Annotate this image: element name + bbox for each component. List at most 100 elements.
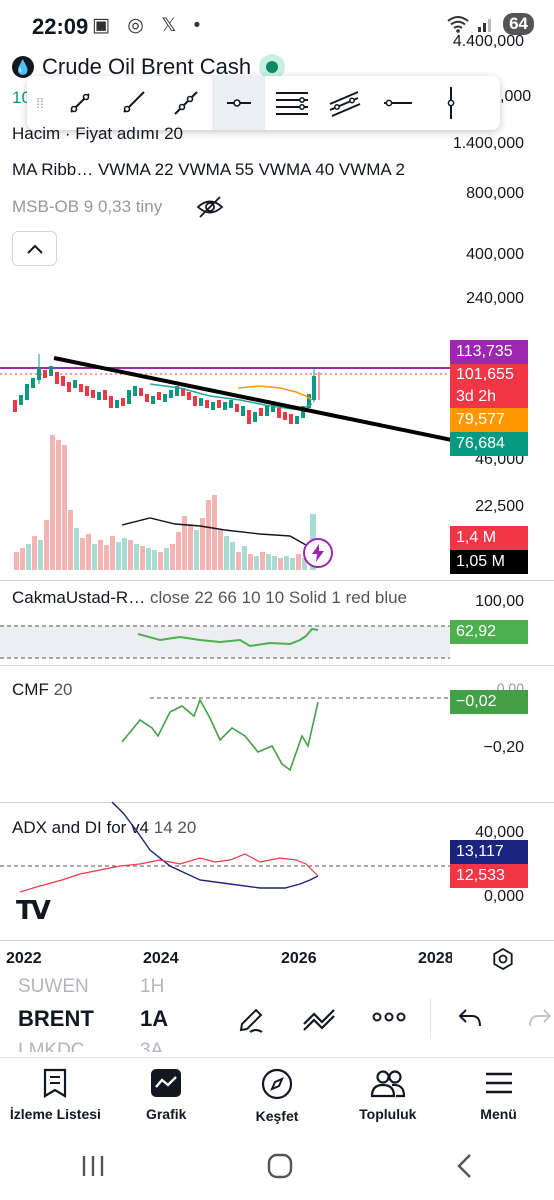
horizontal-line-icon[interactable] (371, 76, 424, 130)
more-options-icon[interactable] (372, 1012, 406, 1022)
vertical-line-icon[interactable] (424, 76, 477, 130)
cakma-axis-100: 100,00 (475, 593, 524, 610)
nav-label-menu: Menü (480, 1106, 517, 1122)
cmf-indicator-title[interactable]: CMF 20 (12, 680, 72, 700)
adx-blue-tag: 13,117 (450, 840, 528, 864)
axis-label-4400: 4.400,000 (452, 33, 524, 50)
partial-axis-label: ,000 (500, 88, 532, 105)
cmf-name: CMF (12, 680, 49, 699)
bar-countdown: 3d 2h (456, 388, 497, 405)
compass-icon (261, 1068, 293, 1100)
hidden-eye-icon[interactable] (196, 195, 224, 219)
nav-explore[interactable]: Keşfet (222, 1058, 333, 1132)
nav-chart[interactable]: Grafik (111, 1058, 222, 1132)
interval-selector[interactable]: 1A (140, 1006, 169, 1031)
symbol-next[interactable]: LMKDC (18, 1040, 85, 1052)
symbol-interval-bar: SUWEN 1H BRENT 1A LMKDC 3A (0, 976, 554, 1052)
signal-icon (478, 19, 492, 32)
symbol-selector[interactable]: BRENT (18, 1006, 94, 1031)
adx-name: ADX and DI for v4 (12, 818, 150, 837)
descending-trend-line (53, 356, 452, 442)
adx-axis-0: 0,000 (483, 888, 524, 905)
cmf-pane[interactable] (0, 690, 452, 780)
symbol-prev[interactable]: SUWEN (18, 976, 89, 997)
pane-separator[interactable] (0, 665, 554, 666)
symbol-name: Crude Oil Brent Cash (42, 54, 252, 79)
nav-label-chart: Grafik (145, 1106, 187, 1122)
cakma-indicator-title[interactable]: CakmaUstad-R… close 22 66 10 10 Solid 1 … (12, 588, 407, 608)
pencil-icon[interactable] (236, 1002, 268, 1034)
drawing-toolbar: ⁞⁞ (27, 76, 500, 130)
oil-drop-icon: 💧 (12, 56, 34, 78)
adx-axis-40: 40,000 (475, 824, 524, 841)
vwma-orange-line (237, 385, 313, 401)
nav-menu[interactable]: Menü (443, 1058, 554, 1132)
system-navigation-bar (0, 1132, 554, 1200)
volume-tag-black: 1,05 M (450, 550, 528, 574)
volume-legend[interactable]: Hacim · Fiyat adımı 20 (12, 124, 183, 143)
parallel-channel-icon[interactable] (265, 76, 318, 130)
ma-ribbon-legend[interactable]: MA Ribb… VWMA 22 VWMA 55 VWMA 40 VWMA 2 (12, 160, 406, 179)
adx-indicator-title[interactable]: ADX and DI for v4 14 20 (12, 818, 196, 838)
cakma-value-tag: 62,92 (450, 620, 528, 644)
nav-label-explore: Keşfet (255, 1108, 299, 1124)
time-label-2028: 2028 (418, 950, 452, 967)
bottom-navigation: İzleme Listesi Grafik Keşfet Topluluk Me… (0, 1057, 554, 1132)
interval-next[interactable]: 3A (140, 1040, 164, 1052)
nav-watchlist[interactable]: İzleme Listesi (0, 1058, 111, 1132)
horizontal-ray-icon[interactable] (212, 76, 265, 130)
cakma-pane[interactable] (0, 620, 452, 662)
cakma-name: CakmaUstad-R… (12, 588, 146, 607)
ray-icon[interactable] (106, 76, 159, 130)
interval-prev[interactable]: 1H (140, 976, 165, 997)
status-bar: 22:09 ▣ ◎ 𝕏 • 64 (0, 0, 554, 50)
nav-community[interactable]: Topluluk (332, 1058, 443, 1132)
indicators-icon[interactable] (302, 1004, 336, 1032)
time-label-2022: 2022 (6, 950, 42, 967)
current-price-value: 101,655 (456, 366, 514, 383)
recent-apps-icon[interactable] (80, 1154, 106, 1178)
trend-line-icon[interactable] (53, 76, 106, 130)
time-axis-separator (0, 940, 554, 941)
price-tag-purple: 113,735 (450, 340, 528, 364)
pane-separator[interactable] (0, 802, 554, 803)
community-icon (370, 1070, 405, 1098)
time-label-2024: 2024 (143, 950, 179, 967)
cmf-axis-neg020: −0,20 (483, 739, 524, 756)
price-chart[interactable] (0, 340, 452, 572)
symbol-header[interactable]: 💧 Crude Oil Brent Cash (12, 54, 286, 80)
nav-label-community: Topluluk (359, 1106, 417, 1122)
axis-label-240: 240,000 (466, 290, 524, 307)
redo-icon[interactable] (528, 1008, 552, 1028)
back-icon[interactable] (454, 1152, 474, 1180)
lightning-icon[interactable] (303, 538, 333, 568)
notification-icons: ▣ ◎ 𝕏 • (92, 15, 207, 36)
hamburger-menu-icon (485, 1072, 512, 1094)
battery-indicator: 64 (503, 13, 534, 35)
chart-icon (151, 1069, 182, 1097)
collapse-legend-button[interactable] (12, 231, 57, 266)
home-icon[interactable] (266, 1152, 294, 1180)
market-open-icon (259, 54, 286, 80)
axis-label-1400: 1.400,000 (452, 135, 524, 152)
msb-ob-legend[interactable]: MSB-OB 9 0,33 tiny (12, 197, 163, 216)
clock: 22:09 (32, 14, 89, 39)
cakma-params: close 22 66 10 10 Solid 1 red blue (149, 588, 408, 607)
toolbar-divider (430, 998, 431, 1038)
axis-label-400: 400,000 (466, 246, 524, 263)
drag-handle-icon[interactable]: ⁞⁞ (36, 95, 44, 111)
pane-separator[interactable] (0, 580, 554, 581)
chart-settings-icon[interactable] (492, 948, 514, 970)
undo-icon[interactable] (458, 1008, 482, 1028)
axis-label-800: 800,000 (466, 185, 524, 202)
partial-price-value: 10 (12, 88, 31, 107)
regression-trend-icon[interactable] (318, 76, 371, 130)
tradingview-logo[interactable]: TV (16, 896, 51, 926)
cmf-params: 20 (53, 680, 73, 699)
adx-pane[interactable] (0, 800, 452, 910)
extended-line-icon[interactable] (159, 76, 212, 130)
price-tag-green: 76,684 (450, 432, 528, 456)
volume-tag-red: 1,4 M (450, 526, 528, 550)
volume-bars (14, 435, 316, 570)
status-right: 64 (447, 13, 534, 35)
